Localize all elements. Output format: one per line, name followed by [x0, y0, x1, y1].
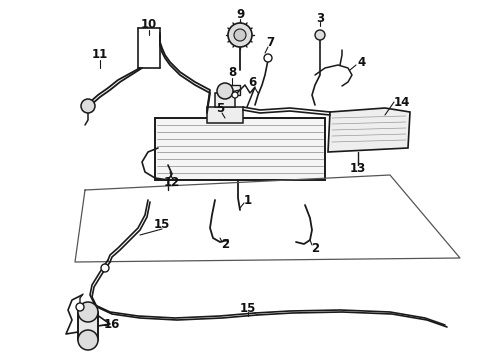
Circle shape [228, 23, 252, 47]
Text: 3: 3 [316, 12, 324, 24]
Text: 8: 8 [228, 67, 236, 80]
Text: 6: 6 [248, 77, 256, 90]
Text: 2: 2 [311, 242, 319, 255]
Text: 7: 7 [266, 36, 274, 49]
Circle shape [232, 92, 238, 98]
Text: 5: 5 [216, 102, 224, 114]
Circle shape [76, 303, 84, 311]
Circle shape [234, 29, 246, 41]
Bar [207, 107, 243, 123]
Text: 9: 9 [236, 9, 244, 22]
Circle shape [217, 83, 233, 99]
Text: 15: 15 [154, 219, 170, 231]
Text: 13: 13 [350, 162, 366, 175]
Polygon shape [328, 108, 410, 152]
Circle shape [315, 30, 325, 40]
Circle shape [78, 330, 98, 350]
Text: 4: 4 [358, 55, 366, 68]
Circle shape [264, 54, 272, 62]
Circle shape [81, 99, 95, 113]
Text: 2: 2 [221, 238, 229, 252]
Text: 14: 14 [394, 95, 410, 108]
Text: 11: 11 [92, 49, 108, 62]
Text: 16: 16 [104, 319, 120, 332]
Text: 1: 1 [244, 194, 252, 207]
Text: 12: 12 [164, 175, 180, 189]
Circle shape [78, 302, 98, 322]
Bar [78, 312, 98, 340]
Text: 10: 10 [141, 18, 157, 31]
Bar [228, 85, 240, 95]
Bar [215, 93, 235, 107]
Text: 15: 15 [240, 302, 256, 315]
Bar [155, 118, 325, 180]
Circle shape [101, 264, 109, 272]
